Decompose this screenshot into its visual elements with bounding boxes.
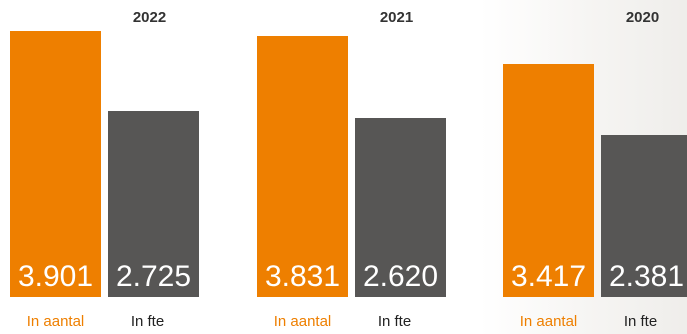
bar-fte-2022: 2.725 [108,111,199,297]
bar-value-label-fte-2021: 2.620 [362,260,439,293]
year-label-2022: 2022 [132,9,167,26]
category-label-aantal-2022: In aantal [26,313,85,330]
category-label-fte-2022: In fte [130,313,165,330]
bar-value-label-fte-2020: 2.381 [608,260,685,293]
bar-aantal-2022: 3.901 [10,31,101,297]
year-label-2020: 2020 [625,9,660,26]
category-label-fte-2020: In fte [623,313,658,330]
bar-aantal-2020: 3.417 [503,64,594,297]
bar-fte-2021: 2.620 [355,118,446,297]
category-label-aantal-2020: In aantal [519,313,578,330]
bar-value-label-aantal-2021: 3.831 [264,260,341,293]
bar-value-label-fte-2022: 2.725 [115,260,192,293]
year-label-2021: 2021 [379,9,414,26]
bar-aantal-2021: 3.831 [257,36,348,297]
bar-value-label-aantal-2020: 3.417 [510,260,587,293]
bar-fte-2020: 2.381 [601,135,687,297]
bar-value-label-aantal-2022: 3.901 [17,260,94,293]
category-label-fte-2021: In fte [377,313,412,330]
category-label-aantal-2021: In aantal [273,313,332,330]
